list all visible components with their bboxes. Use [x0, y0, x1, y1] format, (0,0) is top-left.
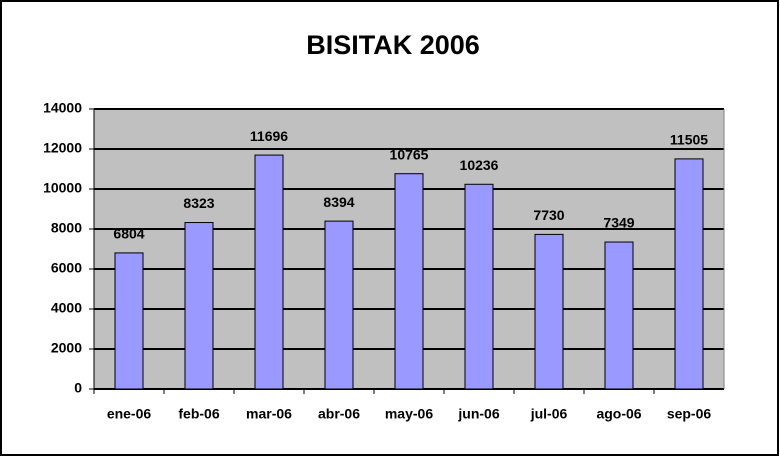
value-label: 8323 — [183, 195, 214, 211]
bar — [254, 154, 284, 390]
y-tick-label: 6000 — [51, 260, 82, 276]
x-tick-label: sep-06 — [667, 406, 712, 422]
x-tick-label: feb-06 — [178, 406, 219, 422]
x-tick-label: ene-06 — [107, 406, 152, 422]
value-label: 7730 — [533, 207, 564, 223]
x-tick-label: abr-06 — [318, 406, 360, 422]
value-label: 11696 — [250, 128, 288, 144]
bar — [114, 252, 144, 390]
value-label: 10765 — [390, 146, 429, 162]
bar — [324, 220, 354, 390]
bar — [464, 183, 494, 390]
y-tick-label: 0 — [74, 380, 82, 396]
y-tick-label: 4000 — [51, 300, 82, 316]
x-tick-label: jul-06 — [530, 406, 568, 422]
chart-title: BISITAK 2006 — [306, 30, 480, 60]
bar — [674, 158, 704, 390]
x-tick-label: ago-06 — [596, 406, 641, 422]
x-tick-label: may-06 — [385, 406, 433, 422]
value-label: 8394 — [323, 194, 354, 210]
bar — [394, 173, 424, 390]
value-label: 6804 — [113, 226, 144, 242]
y-tick-label: 10000 — [43, 180, 82, 196]
value-label: 7349 — [603, 215, 634, 231]
y-tick-label: 2000 — [51, 340, 82, 356]
y-tick-label: 12000 — [43, 140, 82, 156]
x-tick-label: mar-06 — [246, 406, 292, 422]
y-tick-label: 8000 — [51, 220, 82, 236]
value-label: 10236 — [460, 157, 499, 173]
bar — [534, 233, 564, 390]
y-tick-label: 14000 — [43, 100, 82, 116]
bar — [184, 222, 214, 390]
value-label: 11505 — [670, 132, 708, 148]
x-tick-label: jun-06 — [457, 406, 499, 422]
bar — [604, 241, 634, 390]
